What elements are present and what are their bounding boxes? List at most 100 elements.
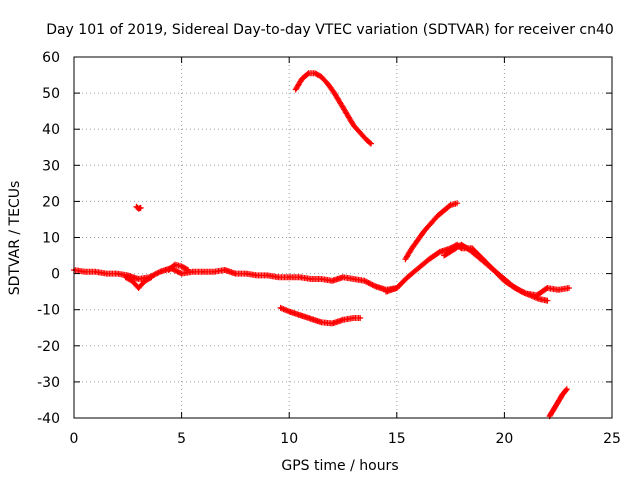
data-point xyxy=(503,277,506,281)
data-point xyxy=(404,257,407,261)
grid xyxy=(74,57,612,418)
data-point xyxy=(167,268,170,272)
data-point xyxy=(520,290,523,293)
data-point xyxy=(180,272,183,275)
data-point xyxy=(341,276,345,279)
data-point xyxy=(143,279,147,283)
data-point xyxy=(223,268,226,272)
data-point xyxy=(320,277,323,281)
data-point xyxy=(150,276,153,279)
data-point xyxy=(449,203,452,207)
data-point xyxy=(124,276,127,279)
data-point xyxy=(201,270,205,273)
y-tick-label: -30 xyxy=(37,375,60,391)
y-tick-label: 10 xyxy=(42,231,60,247)
series-arc-dip-3h xyxy=(122,274,155,291)
x-tick-label: 20 xyxy=(495,431,513,447)
y-tick-label: 30 xyxy=(42,158,60,174)
data-point xyxy=(546,299,549,302)
data-point xyxy=(180,265,183,268)
data-point xyxy=(430,221,433,225)
data-point xyxy=(529,294,532,297)
data-point xyxy=(277,276,280,279)
series-arc-end-22h xyxy=(546,386,570,420)
data-point xyxy=(137,286,140,290)
data-point xyxy=(423,229,426,232)
data-point xyxy=(352,316,355,320)
data-point xyxy=(191,270,194,273)
data-point xyxy=(135,205,138,209)
data-point xyxy=(359,316,362,320)
data-point xyxy=(346,113,349,116)
y-axis-label: SDTVAR / TECUs xyxy=(7,181,23,296)
data-point xyxy=(326,82,330,86)
axis-ticks: 0 5 10 15 20 25 -40 -30 -20 -10 0 10 20 30 40 50 60 xyxy=(37,50,621,447)
data-point xyxy=(417,266,420,270)
y-tick-label: 0 xyxy=(51,267,60,283)
data-point xyxy=(288,276,291,279)
data-point xyxy=(552,407,556,411)
data-point xyxy=(186,268,190,272)
data-point xyxy=(468,248,472,252)
data-point xyxy=(266,274,269,277)
x-tick-label: 15 xyxy=(388,431,406,447)
data-point xyxy=(561,393,564,396)
data-point xyxy=(139,206,142,210)
data-point xyxy=(417,238,420,241)
data-point xyxy=(244,272,248,275)
data-point xyxy=(395,286,398,290)
data-point xyxy=(537,297,541,301)
data-point xyxy=(341,318,345,322)
y-tick-label: -10 xyxy=(37,303,60,319)
chart-title: Day 101 of 2019, Sidereal Day-to-day VTE… xyxy=(46,22,614,38)
series-arc-point-3h xyxy=(133,203,144,212)
data-point xyxy=(451,248,454,252)
data-point xyxy=(352,124,355,127)
data-point xyxy=(115,272,119,275)
data-point xyxy=(494,270,497,273)
data-point xyxy=(331,279,334,283)
data-point xyxy=(234,272,237,275)
data-point xyxy=(94,270,97,273)
data-point xyxy=(548,414,551,418)
x-axis-label: GPS time / hours xyxy=(281,458,398,474)
data-point xyxy=(298,313,302,317)
data-point xyxy=(255,274,259,277)
data-point xyxy=(557,400,560,403)
data-point xyxy=(511,285,515,288)
data-point xyxy=(279,306,282,310)
x-tick-label: 25 xyxy=(603,431,621,447)
data-point xyxy=(130,279,134,283)
data-point xyxy=(309,317,312,320)
data-point xyxy=(320,75,323,79)
data-point xyxy=(333,91,336,95)
data-point xyxy=(442,254,446,257)
x-tick-label: 5 xyxy=(177,431,186,447)
data-point xyxy=(137,207,140,210)
data-point xyxy=(455,202,459,205)
data-point xyxy=(436,214,439,218)
data-point xyxy=(427,257,431,261)
data-point xyxy=(298,276,302,279)
data-point xyxy=(477,256,480,259)
series-arc-rise-16h xyxy=(402,200,461,263)
data-point xyxy=(460,247,463,250)
series-arc-hump-18h-b xyxy=(441,241,551,304)
data-point xyxy=(557,288,560,292)
data-point xyxy=(442,209,446,212)
data-point xyxy=(105,272,108,275)
data-point xyxy=(212,270,216,273)
data-point xyxy=(288,310,291,313)
data-point xyxy=(294,88,297,91)
series-arc-neg-12h xyxy=(277,304,364,327)
data-point xyxy=(359,131,362,135)
y-tick-label: 20 xyxy=(42,194,60,210)
data-point xyxy=(137,277,140,281)
data-point xyxy=(567,286,571,290)
data-point xyxy=(374,285,377,288)
data-point xyxy=(363,279,366,283)
y-tick-label: -40 xyxy=(37,411,60,427)
y-tick-label: -20 xyxy=(37,339,60,355)
